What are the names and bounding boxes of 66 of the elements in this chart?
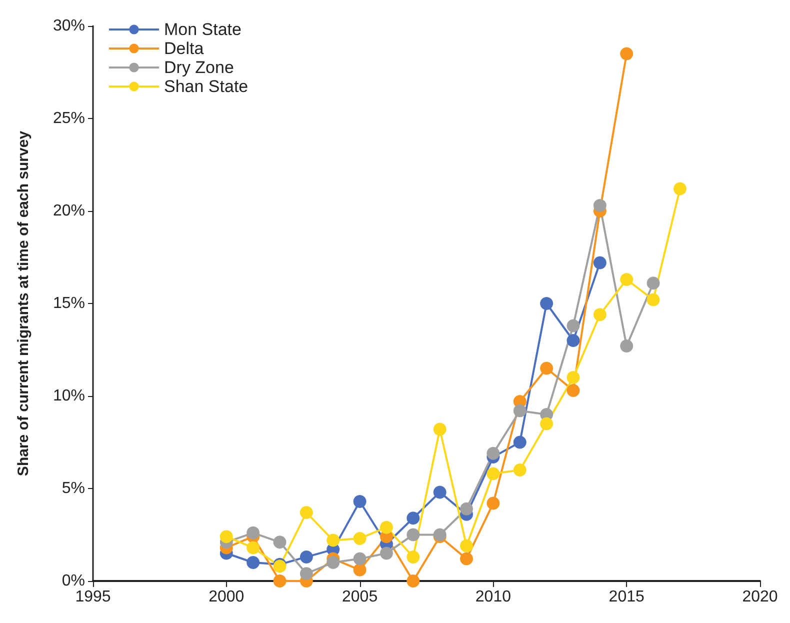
point xyxy=(593,308,606,322)
point xyxy=(353,494,366,508)
point xyxy=(620,340,634,353)
point xyxy=(646,276,660,290)
point xyxy=(326,534,340,547)
point xyxy=(620,272,634,286)
point xyxy=(246,556,260,569)
point xyxy=(540,417,554,430)
point xyxy=(326,556,340,569)
point xyxy=(406,574,420,588)
point xyxy=(593,198,606,212)
x-tick-label: 2015 xyxy=(608,588,644,606)
point xyxy=(353,552,366,566)
point xyxy=(486,496,500,510)
x-tick-label: 2020 xyxy=(742,588,778,606)
point xyxy=(406,528,420,542)
point xyxy=(566,334,580,347)
point xyxy=(513,464,526,476)
point xyxy=(220,530,233,544)
legend-label: Delta xyxy=(164,39,204,58)
point xyxy=(433,422,446,436)
point xyxy=(353,532,366,545)
y-tick-label: 15% xyxy=(52,295,85,312)
point xyxy=(406,550,420,564)
point xyxy=(380,520,393,534)
y-tick-label: 30% xyxy=(52,18,85,34)
y-tick-label: 0% xyxy=(62,572,85,590)
x-tick-label: 1995 xyxy=(75,588,111,606)
x-tick-label: 2000 xyxy=(208,588,244,606)
point xyxy=(566,371,580,384)
point xyxy=(486,446,500,460)
legend-label: Dry Zone xyxy=(164,58,234,77)
point xyxy=(673,182,686,196)
point xyxy=(593,256,606,270)
y-tick-label: 25% xyxy=(52,110,85,127)
point xyxy=(540,297,554,310)
point xyxy=(566,319,580,332)
point xyxy=(646,293,660,306)
y-tick-label: 10% xyxy=(52,388,85,404)
point xyxy=(406,512,420,525)
point xyxy=(300,550,313,564)
point xyxy=(433,486,446,499)
point xyxy=(246,526,260,540)
x-tick-label: 2010 xyxy=(475,588,512,606)
legend-label: Mon State xyxy=(164,20,242,39)
point xyxy=(540,362,554,375)
point xyxy=(620,47,634,60)
point xyxy=(513,436,526,449)
x-tick-label: 2005 xyxy=(342,588,378,606)
point xyxy=(300,567,313,580)
point xyxy=(460,552,474,566)
point xyxy=(513,404,526,418)
point xyxy=(460,539,474,552)
legend-label: Shan State xyxy=(164,77,248,96)
point xyxy=(566,384,580,397)
y-axis-title: Share of current migrants at time of each survey xyxy=(15,130,32,476)
y-tick-label: 20% xyxy=(52,202,85,220)
y-tick-label: 5% xyxy=(62,480,85,497)
point xyxy=(486,467,500,480)
point xyxy=(353,563,366,576)
point xyxy=(460,502,474,516)
point xyxy=(273,574,286,588)
point xyxy=(300,506,313,520)
point xyxy=(273,536,286,549)
point xyxy=(246,541,260,554)
point xyxy=(380,546,393,560)
